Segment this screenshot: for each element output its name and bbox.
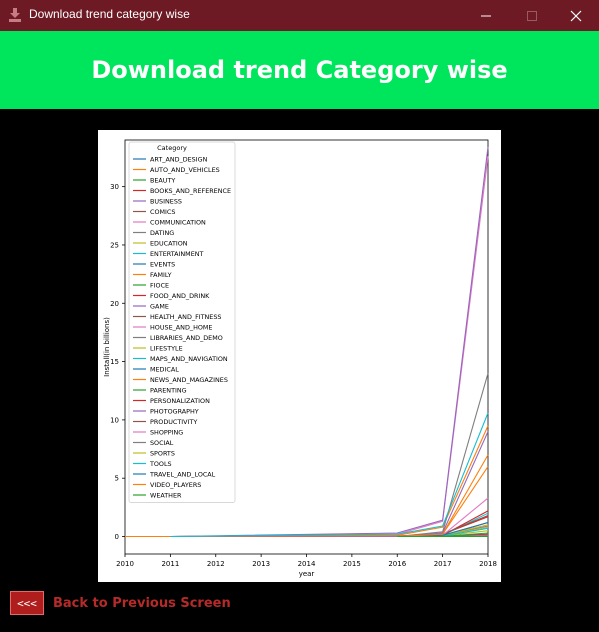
series-line xyxy=(170,412,489,538)
back-label[interactable]: Back to Previous Screen xyxy=(53,596,231,611)
maximize-icon xyxy=(527,10,537,21)
legend-label: BEAUTY xyxy=(150,176,175,184)
x-tick-label: 2016 xyxy=(388,560,406,568)
legend-label: ENTERTAINMENT xyxy=(150,250,204,258)
legend-label: MAPS_AND_NAVIGATION xyxy=(150,355,228,363)
header-banner: Download trend Category wise xyxy=(0,31,599,109)
legend-label: DATING xyxy=(150,229,174,237)
legend-label: PARENTING xyxy=(150,386,187,394)
legend-label: HOUSE_AND_HOME xyxy=(150,323,212,331)
y-tick-label: 10 xyxy=(110,416,119,424)
series-line xyxy=(397,532,489,538)
legend-label: LIBRARIES_AND_DEMO xyxy=(150,334,223,342)
title-bar: Download trend category wise xyxy=(0,0,599,31)
x-tick-label: 2013 xyxy=(252,560,270,568)
legend-label: FOOD_AND_DRINK xyxy=(150,292,210,300)
legend-label: FIOCE xyxy=(150,281,169,289)
minimize-icon xyxy=(481,15,491,16)
legend-label: LIFESTYLE xyxy=(150,344,183,352)
series-line xyxy=(397,466,489,538)
chart-legend xyxy=(128,141,236,503)
close-button[interactable] xyxy=(553,0,599,31)
x-tick-label: 2012 xyxy=(207,560,225,568)
x-tick-label: 2011 xyxy=(161,560,179,568)
legend-label: WEATHER xyxy=(150,491,182,499)
legend-label: EDUCATION xyxy=(150,239,188,247)
line-chart: 2010 2011 2012 2013 2014 2015 2016 2017 20180510… xyxy=(103,139,497,578)
y-tick-label: 15 xyxy=(110,358,119,366)
series-line xyxy=(397,373,489,538)
series-line xyxy=(397,454,489,538)
x-tick-label: 2010 xyxy=(116,560,134,568)
x-tick-label: 2015 xyxy=(343,560,361,568)
minimize-button[interactable] xyxy=(463,0,509,31)
legend-label: COMICS xyxy=(150,208,175,216)
y-axis-label: Install(in billions) xyxy=(103,317,111,377)
maximize-button[interactable] xyxy=(509,0,555,31)
x-axis-label: year xyxy=(299,570,315,578)
legend-label: EVENTS xyxy=(150,260,175,268)
legend-label: NEWS_AND_MAGAZINES xyxy=(150,376,228,384)
legend-label: SHOPPING xyxy=(150,428,183,436)
x-tick-label: 2018 xyxy=(479,560,497,568)
back-button[interactable]: <<< xyxy=(10,591,44,615)
legend-label: BUSINESS xyxy=(150,197,182,205)
legend-label: HEALTH_AND_FITNESS xyxy=(150,313,221,321)
legend-label: GAME xyxy=(150,302,169,310)
y-tick-label: 20 xyxy=(110,300,119,308)
legend-label: PRODUCTIVITY xyxy=(150,418,197,426)
chart-container: 2010 2011 2012 2013 2014 2015 2016 2017 2018 0 5 10… xyxy=(98,130,501,582)
y-tick-label: 25 xyxy=(110,241,119,249)
x-tick-label: 2017 xyxy=(434,560,452,568)
y-tick-label: 0 xyxy=(115,533,119,541)
x-tick-label: 2014 xyxy=(298,560,316,568)
y-tick-label: 30 xyxy=(110,183,119,191)
legend-label: FAMILY xyxy=(150,271,172,279)
legend-label: AUTO_AND_VEHICLES xyxy=(150,166,220,174)
window-title: Download trend category wise xyxy=(29,7,190,21)
close-icon xyxy=(570,10,582,21)
legend-label: PHOTOGRAPHY xyxy=(150,407,199,415)
series-line xyxy=(170,146,489,538)
app-icon xyxy=(9,8,21,22)
legend-label: SPORTS xyxy=(150,449,175,457)
legend-label: VIDEO_PLAYERS xyxy=(150,481,201,489)
legend-label: ART_AND_DESIGN xyxy=(150,155,208,163)
series-line xyxy=(170,425,489,538)
legend-label: BOOKS_AND_REFERENCE xyxy=(150,187,231,195)
y-tick-label: 5 xyxy=(115,475,119,483)
page-title: Download trend Category wise xyxy=(91,56,508,84)
legend-label: SOCIAL xyxy=(150,439,174,447)
legend-label: TRAVEL_AND_LOCAL xyxy=(149,470,216,478)
legend-label: TOOLS xyxy=(149,460,172,468)
legend-label: MEDICAL xyxy=(150,365,179,373)
legend-label: COMMUNICATION xyxy=(150,218,206,226)
legend-title: Category xyxy=(157,144,187,152)
legend-label: PERSONALIZATION xyxy=(150,397,210,405)
